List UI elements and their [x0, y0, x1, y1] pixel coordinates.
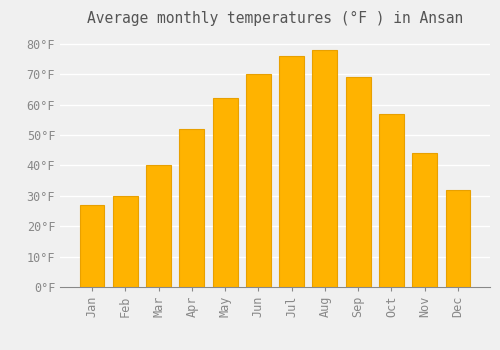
Bar — [80, 205, 104, 287]
Bar — [379, 114, 404, 287]
Bar — [412, 153, 437, 287]
Bar — [446, 190, 470, 287]
Bar — [279, 56, 304, 287]
Bar — [312, 50, 338, 287]
Bar — [346, 77, 370, 287]
Bar — [246, 74, 271, 287]
Bar — [212, 98, 238, 287]
Title: Average monthly temperatures (°F ) in Ansan: Average monthly temperatures (°F ) in An… — [87, 11, 463, 26]
Bar — [146, 165, 171, 287]
Bar — [180, 129, 204, 287]
Bar — [113, 196, 138, 287]
